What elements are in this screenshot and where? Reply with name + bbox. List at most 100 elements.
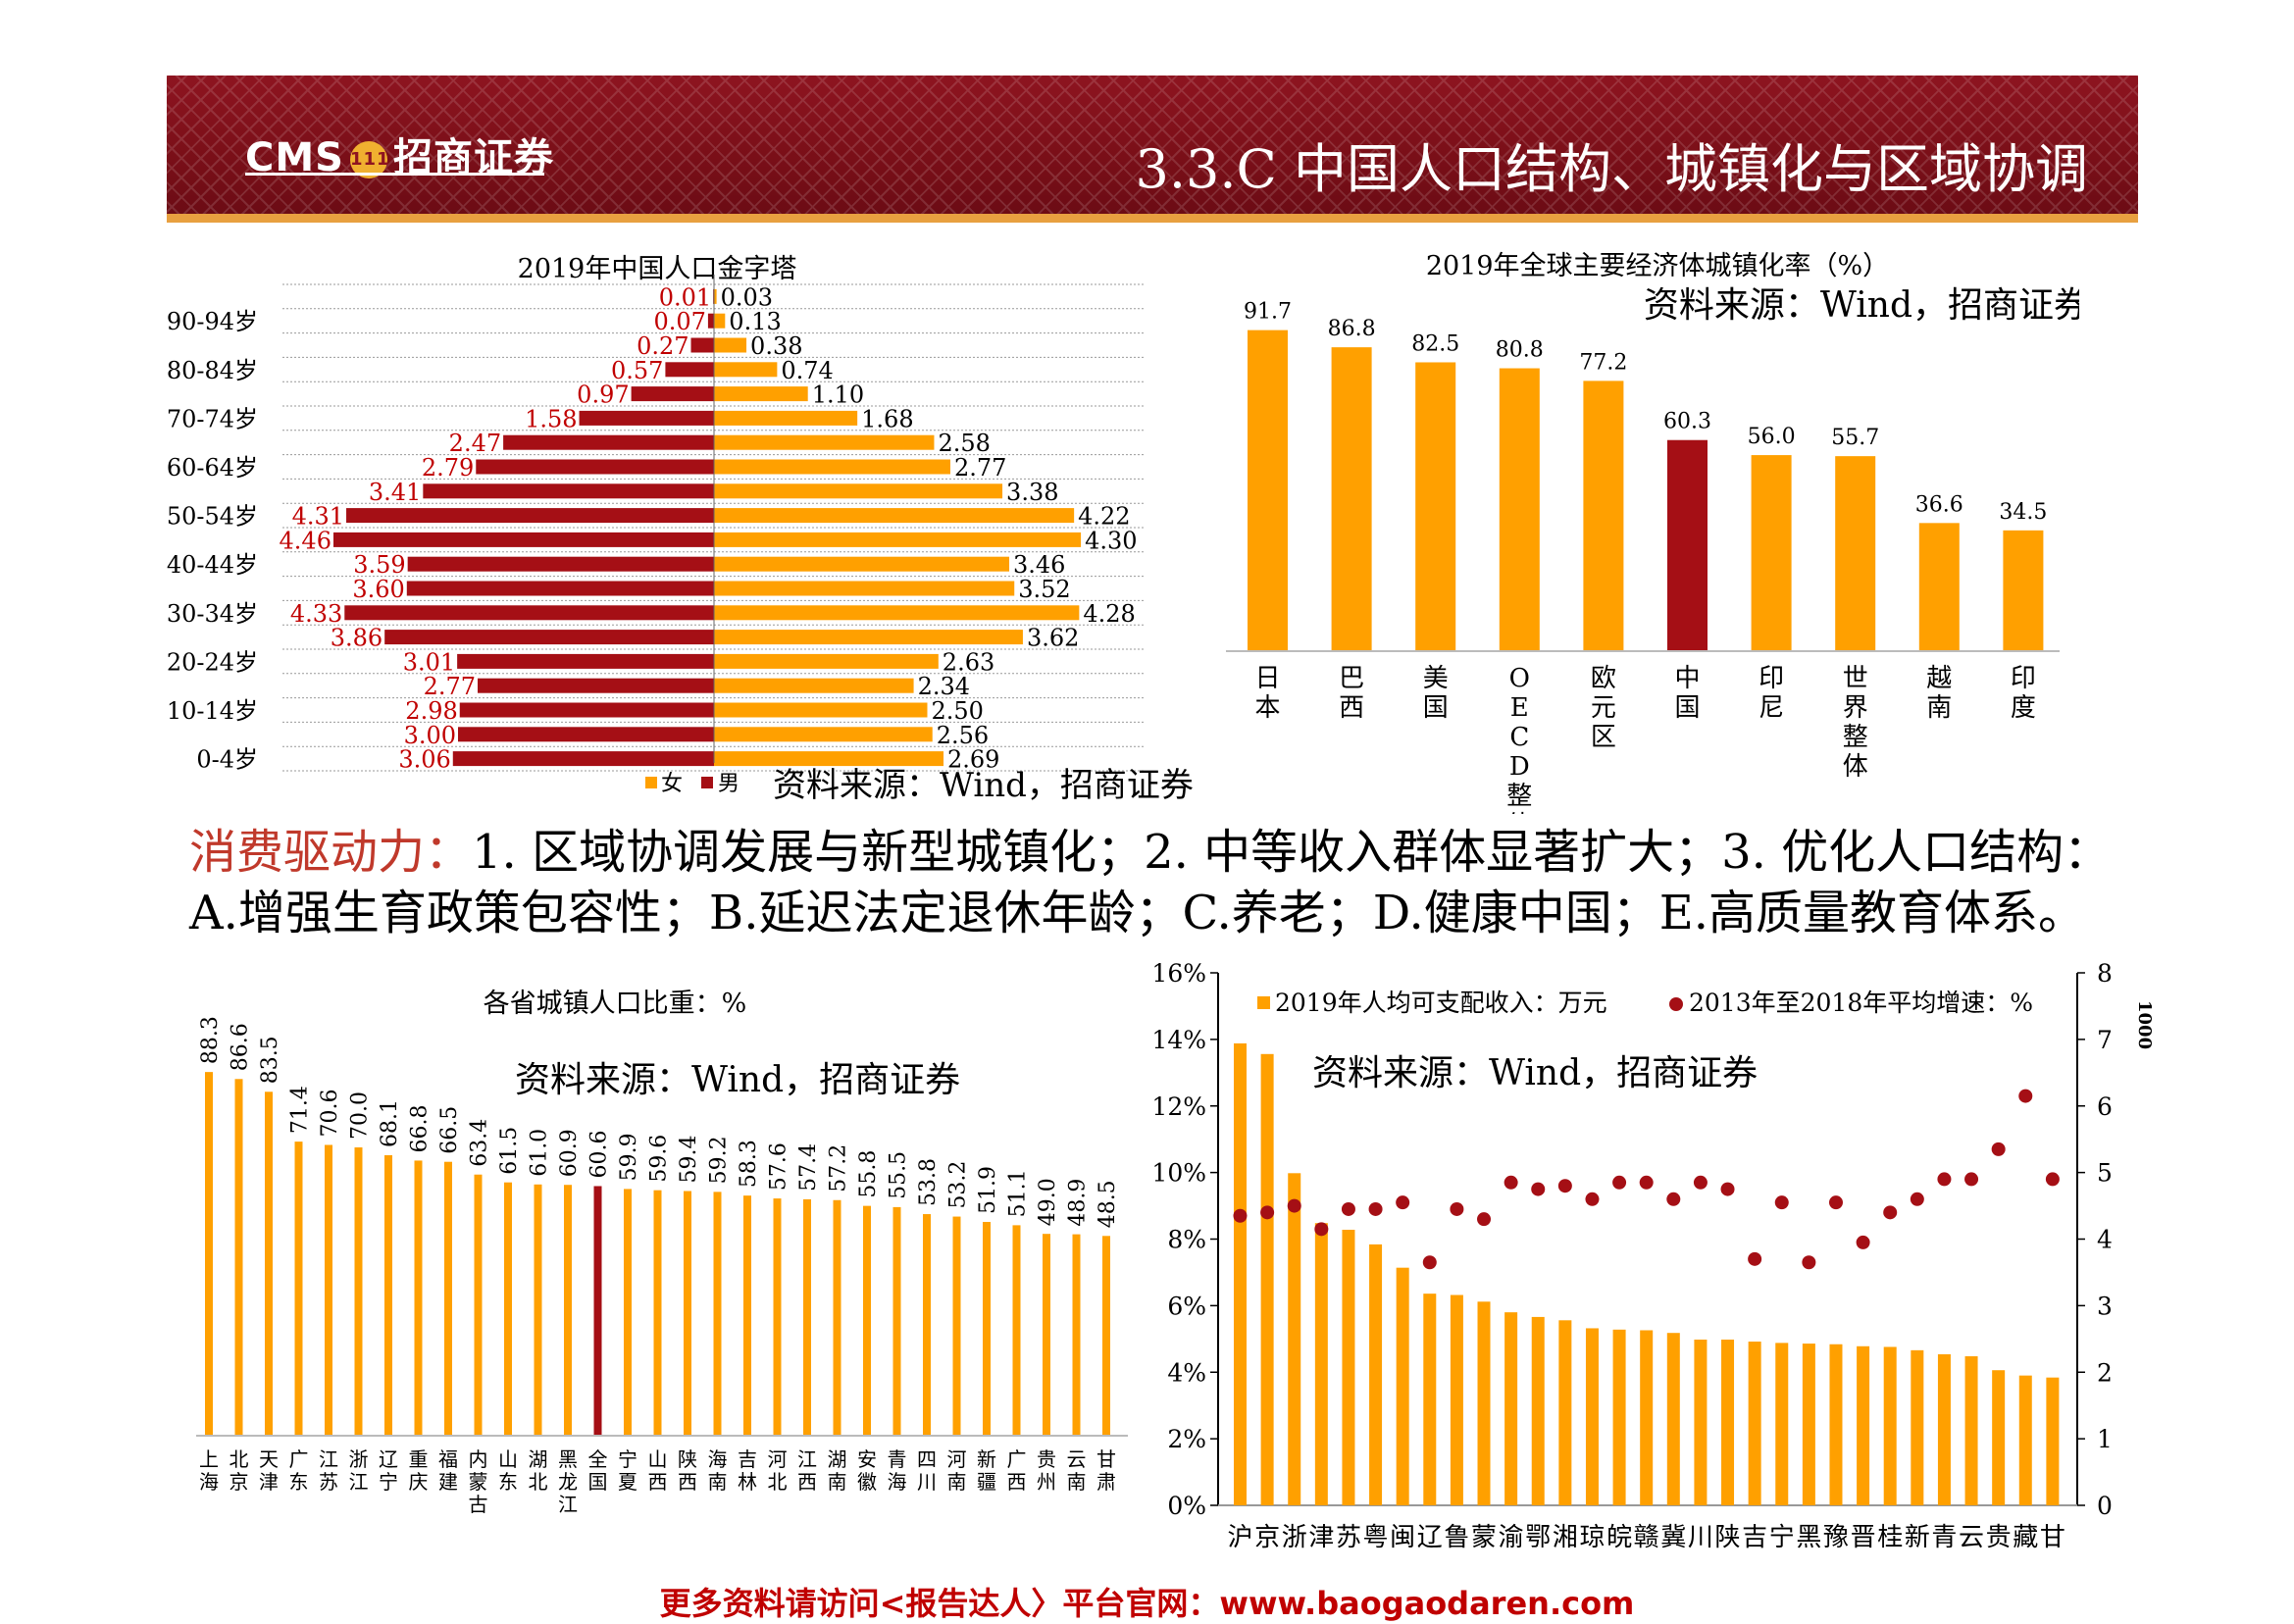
income-growth-dot: [1748, 1251, 1762, 1266]
pyramid-male-bar: [665, 362, 714, 378]
income-left-tick: 8%: [1167, 1226, 1206, 1254]
global-urban-bar: [1835, 456, 1876, 651]
consumption-driver-text: 消费驱动力：1. 区域协调发展与新型城镇化；2. 中等收入群体显著扩大；3. 优…: [189, 822, 2151, 943]
pyramid-male-bar: [707, 313, 714, 329]
population-pyramid-chart: 2019年中国人口金字塔 3.06 2.69 3.00 2.56 2.98 2.50 2.7…: [167, 254, 1194, 805]
province-urban-category: 辽宁: [379, 1447, 398, 1494]
pyramid-female-bar: [714, 337, 747, 353]
pyramid-male-bar: [631, 386, 714, 402]
pyramid-male-value: 0.97: [577, 381, 629, 409]
income-category: 沪: [1227, 1523, 1252, 1552]
province-urban-bar: [205, 1072, 213, 1436]
province-urban-value: 70.0: [348, 1091, 373, 1140]
income-category: 陕: [1715, 1523, 1741, 1552]
income-growth-dot: [1937, 1172, 1952, 1187]
province-urban-category: 河南: [947, 1447, 967, 1494]
pyramid-female-value: 0.13: [729, 308, 781, 335]
header-pattern: [167, 76, 2138, 223]
pyramid-female-bar: [714, 459, 950, 475]
income-bar: [1531, 1316, 1545, 1505]
global-urban-value: 60.3: [1663, 410, 1711, 434]
income-growth-dot: [1233, 1208, 1248, 1223]
province-urban-bar: [624, 1189, 632, 1436]
income-legend-dot-swatch: [1669, 997, 1683, 1011]
global-urban-bar: [1415, 362, 1456, 651]
footer-link[interactable]: 更多资料请访问<报告达人〉平台官网：www.baogaodaren.com: [659, 1585, 1635, 1622]
pyramid-y-tick: 30-34岁: [167, 600, 258, 628]
province-urban-category: 广东: [289, 1447, 309, 1494]
pyramid-male-value: 3.00: [404, 722, 456, 749]
pyramid-female-value: 2.58: [938, 430, 990, 457]
pyramid-male-value: 3.01: [403, 648, 455, 676]
pyramid-male-bar: [478, 678, 714, 693]
province-urban-value: 59.2: [707, 1136, 732, 1184]
income-category: 闽: [1390, 1523, 1415, 1552]
province-urban-title: 各省城镇人口比重：%: [484, 989, 747, 1019]
income-growth-dot: [1964, 1172, 1979, 1187]
pyramid-male-bar: [346, 508, 714, 524]
income-bar: [1314, 1223, 1328, 1505]
pyramid-female-bar: [714, 508, 1075, 524]
income-bar: [1558, 1320, 1572, 1505]
global-urban-bar: [1751, 455, 1792, 651]
province-urban-category: 湖北: [529, 1447, 548, 1494]
global-urban-category: 欧元区: [1591, 664, 1616, 752]
global-urban-category: 日本: [1254, 664, 1280, 723]
province-urban-category: 四川: [917, 1447, 937, 1494]
legend-male-swatch: [701, 777, 713, 788]
pyramid-female-bar: [714, 410, 858, 426]
pyramid-bars: [332, 288, 1082, 767]
mid-text-highlight: 消费驱动力：: [189, 825, 473, 880]
pyramid-male-bar: [407, 556, 714, 572]
pyramid-female-value: 3.62: [1027, 625, 1079, 652]
pyramid-female-value: 1.10: [812, 381, 864, 409]
province-urban-category: 江西: [797, 1447, 817, 1494]
province-urban-category: 甘肃: [1096, 1447, 1116, 1494]
income-right-tick: 2: [2097, 1358, 2113, 1387]
province-urban-value: 55.8: [856, 1150, 881, 1198]
pyramid-male-value: 0.27: [637, 332, 688, 360]
province-urban-value: 53.8: [916, 1158, 941, 1206]
income-category: 豫: [1823, 1523, 1849, 1552]
income-right-tick: 4: [2097, 1226, 2113, 1254]
province-urban-value: 71.4: [288, 1086, 313, 1134]
income-bar: [2046, 1377, 2060, 1505]
pyramid-male-value: 2.47: [449, 430, 501, 457]
pyramid-male-value: 0.07: [653, 308, 705, 335]
income-category: 湘: [1553, 1523, 1578, 1552]
header-gold-stripe: [167, 214, 2138, 223]
income-growth-dot: [2018, 1089, 2033, 1103]
income-source: 资料来源：Wind，招商证券: [1312, 1053, 1758, 1093]
income-left-tick: 6%: [1167, 1292, 1206, 1320]
global-urban-bar: [1918, 523, 1960, 651]
income-legend-bar-label: 2019年人均可支配收入：万元: [1275, 989, 1607, 1017]
income-growth-dot: [1396, 1195, 1410, 1210]
pyramid-male-bar: [452, 751, 714, 767]
province-urban-categories: 上海北京天津广东江苏浙江辽宁重庆福建内蒙古山东湖北黑龙江全国宁夏山西陕西海南吉林…: [199, 1447, 1116, 1516]
province-urban-category: 福建: [438, 1447, 458, 1494]
pyramid-y-tick: 50-54岁: [167, 503, 258, 531]
province-urban-bar: [863, 1205, 871, 1436]
pyramid-female-value: 1.68: [861, 405, 913, 432]
pyramid-male-value: 4.31: [292, 503, 344, 531]
mid-text-line2: A.增强生育政策包容性；B.延迟法定退休年龄；C.养老；D.健康中国；E.高质量…: [189, 886, 2086, 940]
pyramid-male-bar: [579, 410, 714, 426]
global-urban-title: 2019年全球主要经济体城镇化率（%）: [1426, 251, 1889, 281]
pyramid-y-tick: 0-4岁: [196, 746, 258, 774]
pyramid-male-bar: [344, 605, 714, 621]
province-urban-bar: [534, 1184, 542, 1436]
income-growth-dot: [1802, 1255, 1816, 1270]
pyramid-female-bar: [714, 434, 935, 450]
income-left-tick: 10%: [1151, 1159, 1206, 1188]
income-bars: [1234, 1042, 2060, 1505]
income-axes: 0% 2% 4% 6% 8% 10% 12% 14% 16% 0 1 2 3 4 5 6 7 8: [1151, 961, 2112, 1520]
pyramid-female-bar: [714, 702, 928, 718]
global-urban-category: 美国: [1423, 664, 1449, 723]
province-urban-value: 86.6: [229, 1023, 253, 1071]
income-category: 粤: [1363, 1523, 1389, 1552]
province-urban-bar: [952, 1216, 961, 1436]
global-urban-value: 91.7: [1244, 300, 1292, 325]
province-urban-bar: [653, 1190, 662, 1436]
income-bar: [1369, 1243, 1383, 1505]
